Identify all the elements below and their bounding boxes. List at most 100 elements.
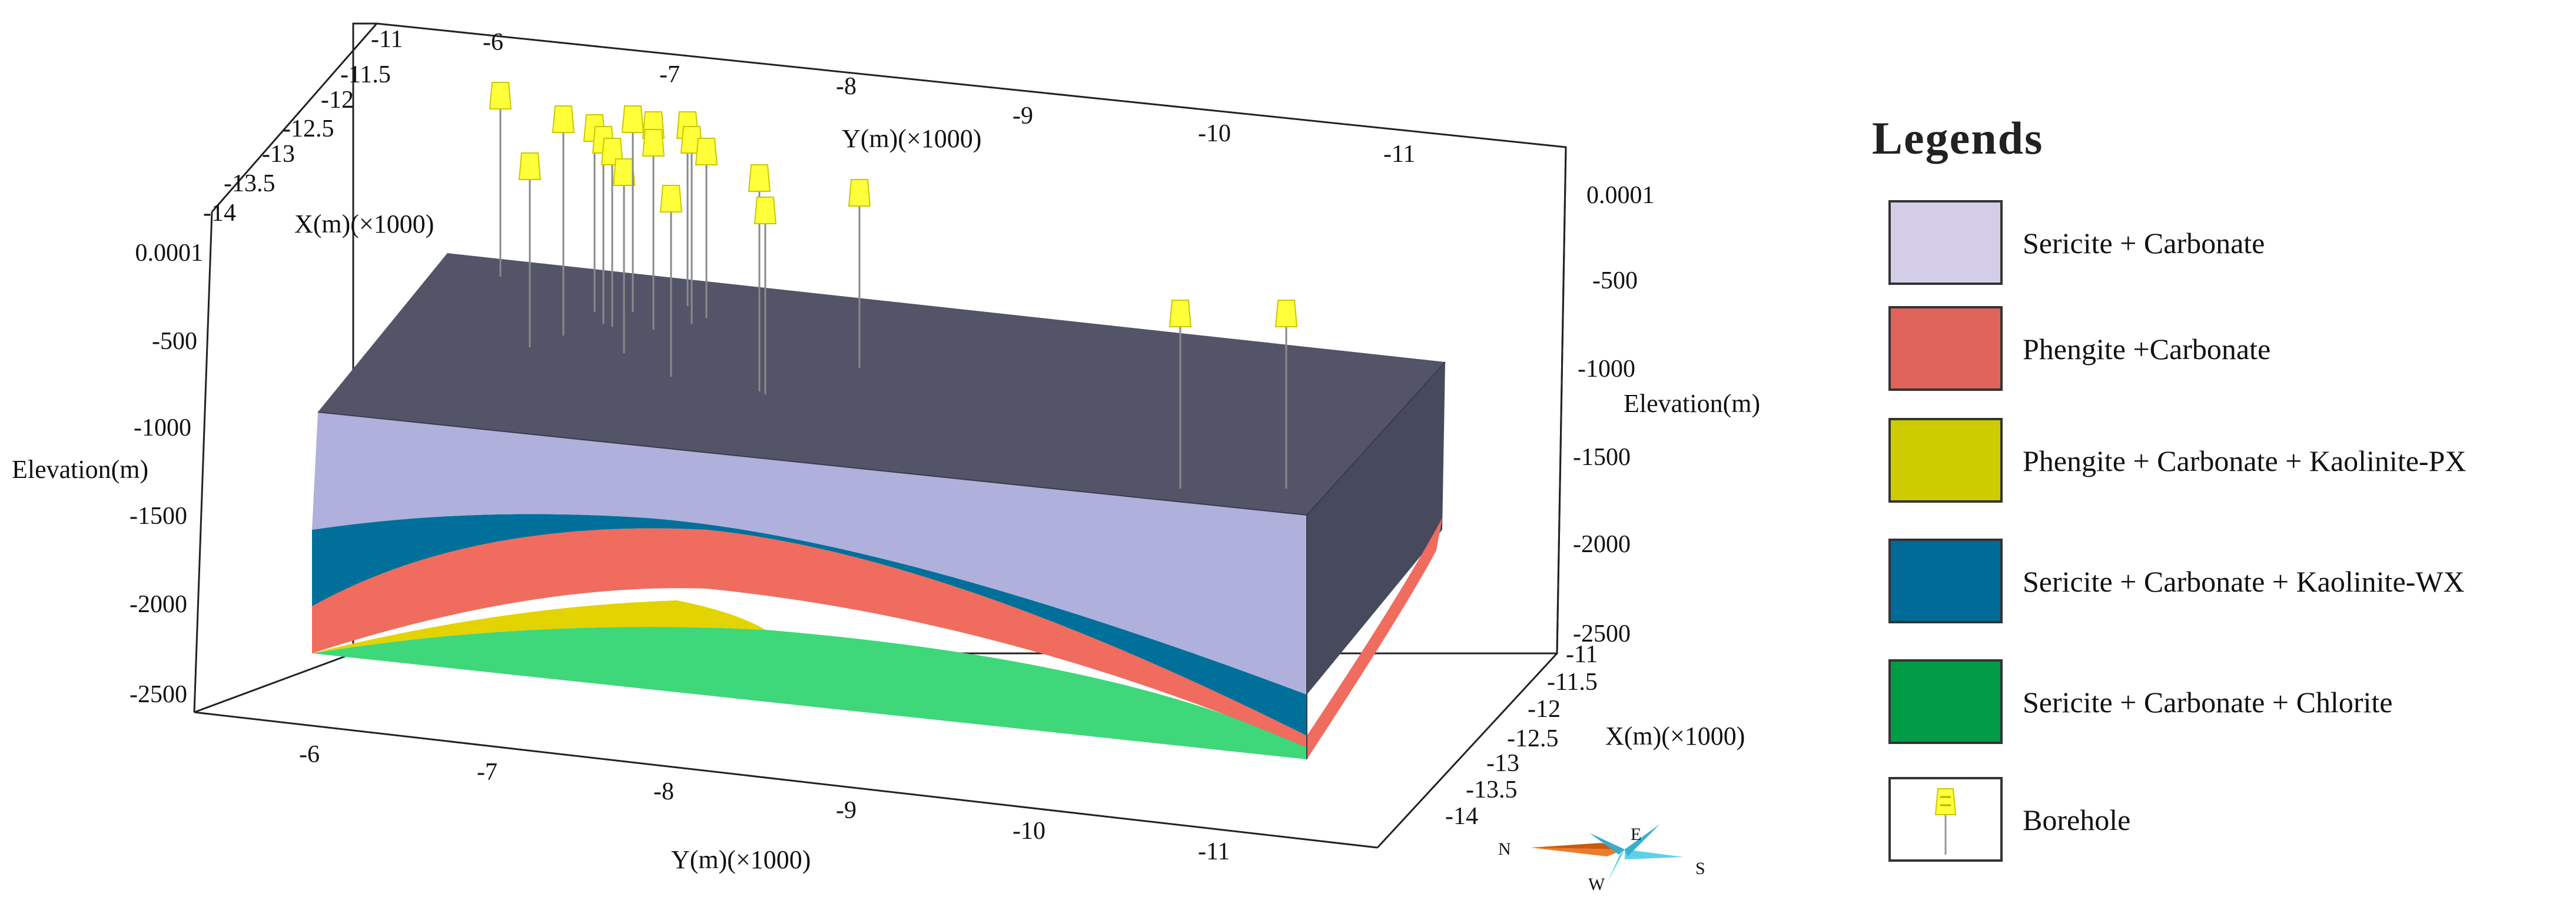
legend-swatch <box>1888 306 2003 391</box>
z-tick-left: -500 <box>152 328 197 355</box>
legend-label: Sericite + Carbonate + Kaolinite-WX <box>2023 565 2465 598</box>
layer-phengite-carbonate <box>312 528 1307 759</box>
borehole-icon <box>1274 300 1298 327</box>
y-tick-top: -10 <box>1198 120 1231 147</box>
legend-swatch <box>1888 659 2003 744</box>
legend-item-chlorite: Sericite + Carbonate + Chlorite <box>1888 659 2565 746</box>
legend-label: Sericite + Carbonate <box>2023 227 2265 260</box>
x-tick-bottom: -12.5 <box>1507 725 1559 752</box>
borehole-icon <box>642 129 665 157</box>
z-tick-left: 0.0001 <box>135 240 204 267</box>
z-tick-right: 0.0001 <box>1586 182 1655 209</box>
borehole-icon <box>848 179 871 207</box>
y-tick-top: -7 <box>659 61 680 88</box>
x-tick-bottom: -13 <box>1486 750 1519 777</box>
compass-e-label: E <box>1631 825 1641 844</box>
x-tick-bottom: -12 <box>1528 696 1561 723</box>
z-axis-label-left: Elevation(m) <box>12 455 148 484</box>
borehole-icon <box>1934 788 1957 855</box>
legend-swatch-borehole <box>1888 777 2003 862</box>
z-tick-right: -1500 <box>1573 444 1631 471</box>
legend-label: Sericite + Carbonate + Chlorite <box>2023 686 2393 719</box>
y-tick-bottom: -8 <box>653 778 674 805</box>
x-axis-label-right: X(m)(×1000) <box>1605 722 1745 750</box>
legend-swatch <box>1888 200 2003 285</box>
block-right-face <box>1307 362 1445 695</box>
x-tick-bottom: -14 <box>1445 803 1478 830</box>
y-tick-bottom: -6 <box>299 741 320 768</box>
borehole-icon <box>659 185 683 212</box>
legend-item-sericite-carbonate: Sericite + Carbonate <box>1888 200 2565 287</box>
z-tick-left: -1000 <box>134 414 191 441</box>
borehole-icon <box>621 105 645 133</box>
legend-label: Borehole <box>2023 803 2131 836</box>
z-axis-label-right: Elevation(m) <box>1624 389 1760 418</box>
borehole-icon <box>489 82 512 109</box>
block-right-red-edge <box>1307 518 1442 759</box>
x-tick-top: -14 <box>203 200 236 227</box>
z-tick-left: -1500 <box>130 503 187 530</box>
z-tick-left: -2000 <box>130 591 187 618</box>
y-tick-top: -9 <box>1013 102 1033 129</box>
x-tick-top: -13 <box>262 141 295 168</box>
y-tick-bottom: -7 <box>477 759 497 786</box>
y-ticks-bottom: -6 -7 -8 -9 -10 -11 <box>299 741 1230 865</box>
layer-kaolinite-wx <box>312 514 1307 736</box>
legend-item-kaolinite-wx: Sericite + Carbonate + Kaolinite-WX <box>1888 539 2565 626</box>
compass-n-label: N <box>1498 839 1511 859</box>
legend-title: Legends <box>1872 112 2044 164</box>
z-tick-right: -2000 <box>1573 531 1631 558</box>
legend-swatch <box>1888 418 2003 503</box>
x-tick-top: -12 <box>321 87 354 114</box>
legend-swatch <box>1888 539 2003 623</box>
z-ticks-right: 0.0001 -500 -1000 -1500 -2000 -2500 <box>1573 182 1655 647</box>
borehole-icon <box>552 105 575 133</box>
x-tick-top: -11 <box>371 26 403 53</box>
legend-item-phengite-carbonate: Phengite +Carbonate <box>1888 306 2565 393</box>
y-tick-bottom: -10 <box>1013 818 1045 845</box>
legend-item-kaolinite-px: Phengite + Carbonate + Kaolinite-PX <box>1888 418 2565 505</box>
x-tick-top: -13.5 <box>224 170 275 197</box>
layer-chlorite <box>312 627 1307 759</box>
legend-label: Phengite + Carbonate + Kaolinite-PX <box>2023 444 2467 477</box>
compass-icon: N E S W <box>1498 824 1705 894</box>
z-tick-left: -2500 <box>130 681 187 708</box>
borehole-icon <box>518 152 542 180</box>
x-tick-bottom: -11.5 <box>1547 669 1598 696</box>
x-axis-label-top: X(m)(×1000) <box>294 210 434 238</box>
layer-kaolinite-px <box>312 600 765 653</box>
x-tick-top: -12.5 <box>283 115 334 142</box>
z-tick-right: -1000 <box>1578 356 1635 383</box>
borehole-icon <box>753 197 777 224</box>
x-tick-bottom: -13.5 <box>1466 776 1518 803</box>
block-top-face <box>318 253 1445 515</box>
y-tick-top: -8 <box>836 73 857 100</box>
y-tick-top: -6 <box>483 29 503 56</box>
layer-sericite-carbonate <box>312 412 1307 695</box>
x-tick-top: -11.5 <box>340 61 391 88</box>
x-ticks-bottom-right: -11 -11.5 -12 -12.5 -13 -13.5 -14 <box>1445 641 1598 830</box>
legend-item-borehole: Borehole <box>1888 777 2565 864</box>
legend-label: Phengite +Carbonate <box>2023 333 2271 366</box>
legend: Legends Sericite + Carbonate Phengite +C… <box>1872 112 2567 895</box>
y-axis-label-bottom: Y(m)(×1000) <box>671 845 811 874</box>
borehole-icon <box>1169 300 1192 327</box>
y-tick-bottom: -11 <box>1198 838 1230 865</box>
y-tick-top: -11 <box>1383 141 1415 168</box>
borehole-icon <box>612 158 636 186</box>
borehole-icon <box>695 138 718 165</box>
y-axis-label-top: Y(m)(×1000) <box>842 124 981 153</box>
boreholes <box>489 82 1298 489</box>
z-tick-right: -500 <box>1592 267 1638 294</box>
z-ticks-left: 0.0001 -500 -1000 -1500 -2000 -2500 <box>130 240 203 708</box>
compass-w-label: W <box>1588 875 1605 894</box>
borehole-icon <box>748 164 771 192</box>
compass-s-label: S <box>1695 859 1705 878</box>
z-tick-right: -2500 <box>1573 620 1631 647</box>
y-ticks-top: -6 -7 -8 -9 -10 -11 <box>483 29 1415 168</box>
x-ticks-top-left: -11 -11.5 -12 -12.5 -13 -13.5 -14 <box>203 26 403 227</box>
x-tick-bottom: -11 <box>1566 641 1598 668</box>
y-tick-bottom: -9 <box>836 797 857 824</box>
geological-block-model <box>312 253 1446 759</box>
